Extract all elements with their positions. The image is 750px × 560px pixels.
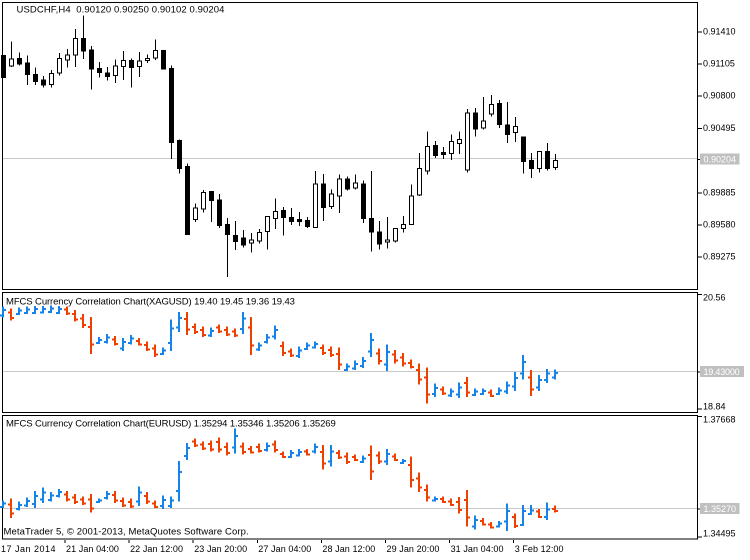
svg-text:0.90800: 0.90800 [703,90,736,100]
svg-text:17 Jan 2014: 17 Jan 2014 [1,544,56,554]
svg-text:18.84: 18.84 [703,401,726,411]
svg-text:1.35270: 1.35270 [704,504,737,514]
svg-text:0.91410: 0.91410 [703,26,736,36]
svg-text:1.34495: 1.34495 [703,528,736,538]
svg-text:0.90204: 0.90204 [704,154,737,164]
svg-text:31 Jan 04:00: 31 Jan 04:00 [451,544,504,554]
svg-text:0.89885: 0.89885 [703,187,736,197]
svg-text:19.43000: 19.43000 [704,367,740,377]
svg-text:MetaTrader 5, © 2001-2013, Met: MetaTrader 5, © 2001-2013, MetaQuotes So… [4,527,249,538]
svg-text:MFCS Currency Correlation Char: MFCS Currency Correlation Chart(XAGUSD) … [6,297,295,308]
svg-text:29 Jan 20:00: 29 Jan 20:00 [387,544,440,554]
svg-text:1.37668: 1.37668 [703,414,736,424]
svg-text:0.89580: 0.89580 [703,219,736,229]
svg-text:MFCS Currency Correlation Char: MFCS Currency Correlation Chart(EURUSD) … [6,419,336,430]
svg-text:0.91105: 0.91105 [703,58,735,68]
svg-text:21 Jan 04:00: 21 Jan 04:00 [66,544,119,554]
svg-text:20.56: 20.56 [703,292,726,302]
svg-text:USDCHF,H4 0.90120 0.90250 0.9: USDCHF,H4 0.90120 0.90250 0.90102 0.9020… [17,5,225,16]
svg-text:0.90495: 0.90495 [703,123,736,133]
svg-text:3 Feb 12:00: 3 Feb 12:00 [515,544,564,554]
svg-text:0.89275: 0.89275 [703,251,736,261]
svg-text:28 Jan 12:00: 28 Jan 12:00 [322,544,375,554]
svg-text:27 Jan 04:00: 27 Jan 04:00 [258,544,311,554]
svg-text:22 Jan 12:00: 22 Jan 12:00 [130,544,183,554]
svg-text:23 Jan 20:00: 23 Jan 20:00 [194,544,247,554]
